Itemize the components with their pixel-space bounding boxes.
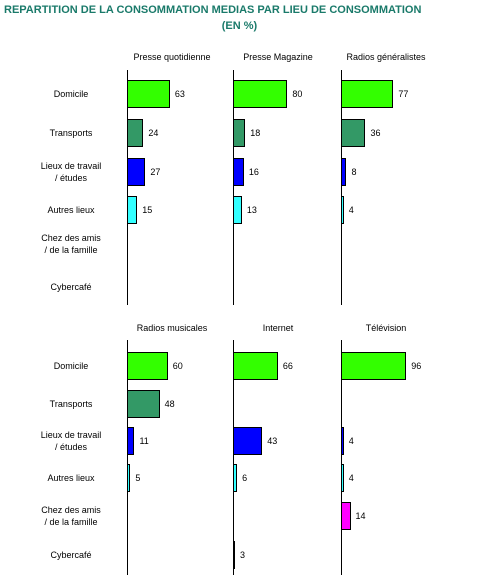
panel-title: Presse quotidienne xyxy=(133,52,211,62)
value-label: 14 xyxy=(355,511,366,521)
chart-subtitle: (EN %) xyxy=(221,20,258,32)
value-label: 4 xyxy=(348,473,354,483)
value-label: 3 xyxy=(240,550,246,560)
category-label: Transports xyxy=(49,128,93,138)
category-label: Domicile xyxy=(53,89,89,99)
category-label: Lieux de travail / études xyxy=(40,161,102,183)
panel-title: Radios musicales xyxy=(136,323,208,333)
bar xyxy=(233,119,246,147)
bar xyxy=(341,464,344,492)
category-label: Autres lieux xyxy=(47,205,95,215)
bar xyxy=(233,541,236,569)
value-label: 4 xyxy=(348,436,354,446)
bar xyxy=(127,352,168,380)
bar xyxy=(127,464,131,492)
category-label: Chez des amis / de la famille xyxy=(41,233,101,255)
value-label: 15 xyxy=(142,205,153,215)
bar xyxy=(233,158,244,186)
bar xyxy=(233,80,288,108)
panel-title: Internet xyxy=(262,323,294,333)
axis-line xyxy=(233,340,234,575)
value-label: 43 xyxy=(267,436,278,446)
value-label: 16 xyxy=(248,167,259,177)
value-label: 6 xyxy=(242,473,248,483)
value-label: 4 xyxy=(348,205,354,215)
axis-line xyxy=(341,340,342,575)
category-label: Cybercafé xyxy=(50,282,92,292)
panel-title: Télévision xyxy=(365,323,407,333)
category-label: Domicile xyxy=(53,361,89,371)
value-label: 63 xyxy=(174,89,185,99)
value-label: 8 xyxy=(351,167,357,177)
bar xyxy=(341,119,366,147)
value-label: 24 xyxy=(148,128,159,138)
bar xyxy=(127,119,144,147)
panel-title: Presse Magazine xyxy=(243,52,313,62)
bar xyxy=(127,196,138,224)
value-label: 18 xyxy=(250,128,261,138)
axis-line xyxy=(127,70,128,305)
bar xyxy=(127,80,170,108)
bar xyxy=(233,427,263,455)
value-label: 80 xyxy=(292,89,303,99)
bar xyxy=(341,502,351,530)
category-label: Cybercafé xyxy=(50,550,92,560)
bar xyxy=(127,158,146,186)
bar xyxy=(341,427,344,455)
bar xyxy=(341,352,407,380)
category-label: Transports xyxy=(49,399,93,409)
category-label: Autres lieux xyxy=(47,473,95,483)
axis-line xyxy=(341,70,342,305)
category-label: Lieux de travail / études xyxy=(40,430,102,452)
value-label: 48 xyxy=(164,399,175,409)
bar xyxy=(127,390,160,418)
bar xyxy=(233,352,278,380)
panel-title: Radios généralistes xyxy=(346,52,426,62)
bar xyxy=(341,196,344,224)
value-label: 13 xyxy=(246,205,257,215)
value-label: 77 xyxy=(398,89,409,99)
axis-line xyxy=(233,70,234,305)
value-label: 96 xyxy=(411,361,422,371)
value-label: 60 xyxy=(172,361,183,371)
value-label: 11 xyxy=(139,436,149,446)
bar xyxy=(341,80,394,108)
chart-title: REPARTITION DE LA CONSOMMATION MEDIAS PA… xyxy=(4,4,422,16)
value-label: 5 xyxy=(135,473,141,483)
bar xyxy=(127,427,135,455)
axis-line xyxy=(127,340,128,575)
bar xyxy=(233,464,238,492)
category-label: Chez des amis / de la famille xyxy=(41,505,101,527)
value-label: 27 xyxy=(150,167,161,177)
value-label: 66 xyxy=(282,361,293,371)
bar xyxy=(341,158,347,186)
value-label: 36 xyxy=(370,128,381,138)
bar xyxy=(233,196,242,224)
